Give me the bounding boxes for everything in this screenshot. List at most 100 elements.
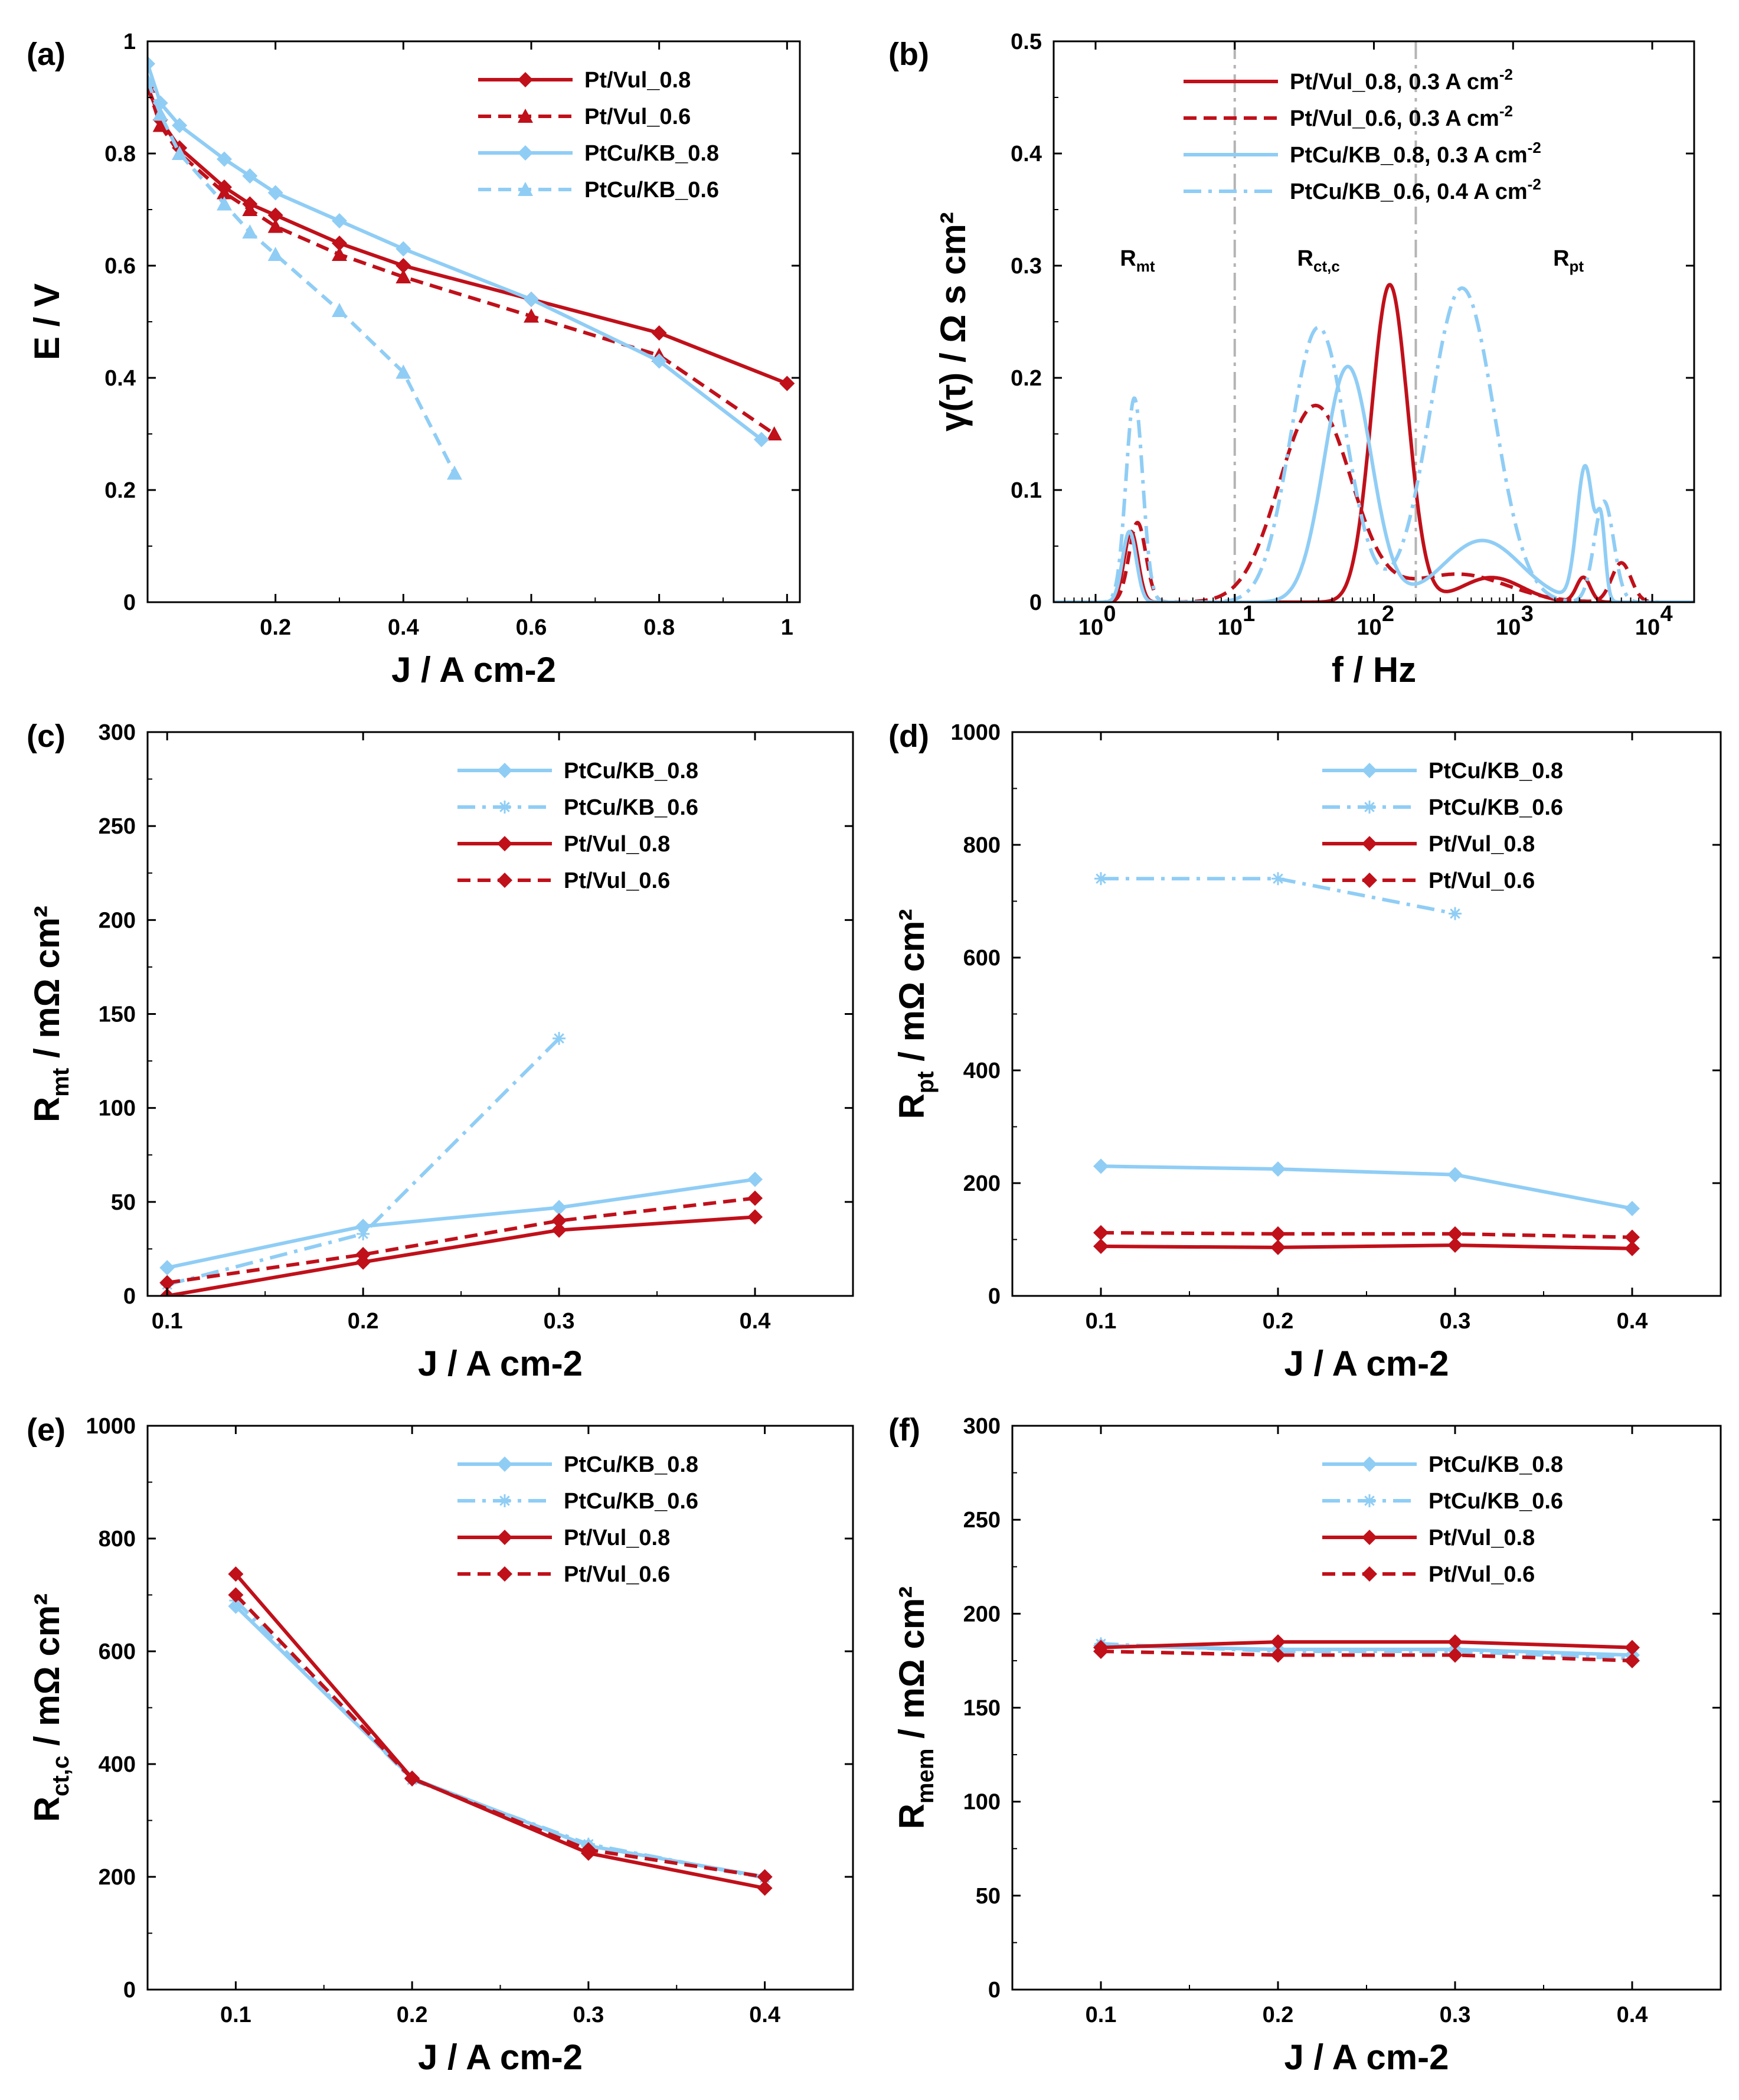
x-tick-label: 10 bbox=[1218, 615, 1243, 640]
x-tick-label: 10 bbox=[1635, 615, 1660, 640]
legend-marker bbox=[518, 182, 533, 197]
x-tick-label: 0.1 bbox=[1086, 2003, 1117, 2027]
x-axis-title: f / Hz bbox=[1332, 650, 1416, 690]
data-point bbox=[332, 303, 347, 318]
y-axis-title: Rmem / mΩ cm² bbox=[892, 1586, 939, 1830]
data-point bbox=[1270, 1634, 1286, 1650]
y-tick-label: 0.6 bbox=[104, 254, 136, 279]
y-tick-label: 150 bbox=[963, 1696, 1001, 1721]
data-point bbox=[148, 73, 155, 87]
x-tick-label: 0.2 bbox=[1263, 1309, 1294, 1334]
y-tick-label: 0.8 bbox=[104, 142, 136, 166]
plot-area bbox=[148, 56, 795, 480]
plot-area bbox=[228, 1566, 773, 1896]
x-tick-label: 0.3 bbox=[573, 2003, 604, 2027]
chart-c: (c) 0 50 100 150 200 250 300 0.1 0.2 0.3 0.4 J / A c… bbox=[27, 718, 854, 1383]
x-tick-label: 0.2 bbox=[1263, 2003, 1294, 2027]
legend-label: PtCu/KB_0.6 bbox=[564, 795, 698, 820]
panel-label: (c) bbox=[27, 718, 66, 754]
legend: PtCu/KB_0.8 PtCu/KB_0.6 Pt/Vul_0.8 Pt/Vul_0… bbox=[1322, 1452, 1563, 1587]
panel-label: (b) bbox=[888, 37, 929, 72]
series-line-0 bbox=[1054, 283, 1694, 602]
legend-marker bbox=[1362, 1566, 1377, 1582]
data-point bbox=[580, 1842, 596, 1858]
series-line-0 bbox=[234, 1605, 766, 1879]
data-point bbox=[1270, 1647, 1286, 1663]
legend-label: Pt/Vul_0.8 bbox=[1429, 1526, 1535, 1550]
data-point bbox=[159, 1275, 175, 1291]
data-point bbox=[228, 1587, 244, 1603]
x-tick-label: 0.2 bbox=[260, 615, 291, 640]
plot-area bbox=[1093, 1634, 1640, 1668]
x-tick-label: 0.4 bbox=[388, 615, 419, 640]
data-point bbox=[172, 146, 188, 161]
data-point bbox=[747, 1209, 763, 1225]
legend-label: Pt/Vul_0.8, 0.3 A cm-2 bbox=[1290, 66, 1513, 94]
x-tick-label: 0.1 bbox=[152, 1309, 183, 1334]
legend-marker bbox=[1362, 873, 1377, 888]
x-tick-exponent: 3 bbox=[1521, 602, 1534, 626]
legend-label: Pt/Vul_0.6 bbox=[564, 1562, 670, 1587]
data-point bbox=[447, 465, 462, 480]
x-tick-label: 0.6 bbox=[516, 615, 547, 640]
legend-label: Pt/Vul_0.8 bbox=[1429, 832, 1535, 857]
x-tick-label: 0.4 bbox=[749, 2003, 780, 2027]
y-tick-label: 600 bbox=[963, 946, 1001, 971]
y-tick-label: 0 bbox=[1029, 590, 1042, 615]
axes-frame bbox=[146, 40, 801, 603]
x-tick-label: 0.1 bbox=[220, 2003, 251, 2027]
x-axis-title: J / A cm-2 bbox=[418, 2037, 583, 2077]
y-tick-label: 0.1 bbox=[1011, 478, 1042, 503]
y-tick-label: 1000 bbox=[950, 720, 1001, 745]
x-axis-title: J / A cm-2 bbox=[391, 650, 556, 690]
x-axis-title: J / A cm-2 bbox=[418, 1344, 583, 1383]
axes-frame bbox=[1011, 731, 1722, 1297]
y-tick-label: 0.4 bbox=[1011, 142, 1042, 166]
data-point bbox=[1449, 907, 1462, 920]
legend-label: Pt/Vul_0.8 bbox=[564, 832, 670, 857]
legend-marker bbox=[518, 145, 533, 161]
legend-label: Pt/Vul_0.8 bbox=[584, 68, 691, 93]
legend-marker bbox=[518, 109, 533, 123]
y-axis-title: Rmt / mΩ cm² bbox=[27, 906, 74, 1122]
x-tick-label: 0.3 bbox=[1440, 1309, 1471, 1334]
legend-label: Pt/Vul_0.8 bbox=[564, 1526, 670, 1550]
x-tick-label: 0.8 bbox=[643, 615, 675, 640]
legend-label: PtCu/KB_0.6 bbox=[584, 178, 719, 203]
x-axis-title: J / A cm-2 bbox=[1284, 1344, 1449, 1383]
y-tick-label: 200 bbox=[99, 908, 136, 933]
x-tick-label: 0.4 bbox=[740, 1309, 771, 1334]
legend-marker bbox=[1362, 1456, 1377, 1472]
data-point bbox=[551, 1213, 567, 1229]
legend-marker bbox=[1362, 763, 1377, 778]
legend-marker bbox=[497, 1530, 512, 1545]
y-tick-label: 300 bbox=[99, 720, 136, 745]
legend: Pt/Vul_0.8, 0.3 A cm-2 Pt/Vul_0.6, 0.3 A … bbox=[1184, 66, 1541, 204]
plot-area bbox=[1054, 283, 1694, 602]
data-point bbox=[1624, 1652, 1640, 1668]
plot-area bbox=[159, 1031, 763, 1296]
legend-label: PtCu/KB_0.6 bbox=[1429, 1489, 1563, 1514]
data-point bbox=[1624, 1639, 1640, 1655]
y-tick-label: 50 bbox=[111, 1190, 136, 1215]
data-point bbox=[1270, 1161, 1286, 1177]
series-line-1 bbox=[234, 1599, 766, 1880]
x-tick-exponent: 4 bbox=[1660, 602, 1672, 626]
data-point bbox=[242, 168, 258, 184]
x-tick-label: 0.2 bbox=[397, 2003, 428, 2027]
panel-label: (e) bbox=[27, 1412, 66, 1448]
series-line-3 bbox=[166, 1196, 756, 1285]
series-line-3 bbox=[1100, 1231, 1633, 1239]
y-tick-label: 200 bbox=[963, 1171, 1001, 1196]
series-line-3 bbox=[234, 1593, 766, 1879]
legend-label: Pt/Vul_0.6 bbox=[1429, 868, 1535, 893]
series-line-0 bbox=[1100, 1164, 1633, 1210]
data-point bbox=[1624, 1240, 1640, 1256]
region-label: Rct,c bbox=[1297, 246, 1340, 275]
series-line-2 bbox=[1054, 364, 1694, 602]
data-point bbox=[267, 218, 283, 233]
legend-label: PtCu/KB_0.8, 0.3 A cm-2 bbox=[1290, 139, 1541, 168]
data-point bbox=[1447, 1647, 1463, 1663]
axes-frame bbox=[1011, 1425, 1722, 1991]
